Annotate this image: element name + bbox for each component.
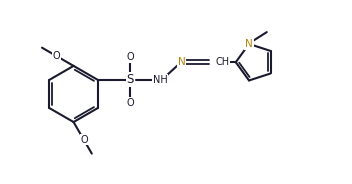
Text: NH: NH xyxy=(152,75,167,85)
Text: CH: CH xyxy=(215,57,230,67)
Text: O: O xyxy=(81,135,88,145)
Text: O: O xyxy=(53,51,60,61)
Text: S: S xyxy=(127,73,134,86)
Text: N: N xyxy=(178,57,186,67)
Text: O: O xyxy=(127,52,134,62)
Text: N: N xyxy=(245,39,253,49)
Text: O: O xyxy=(127,98,134,108)
